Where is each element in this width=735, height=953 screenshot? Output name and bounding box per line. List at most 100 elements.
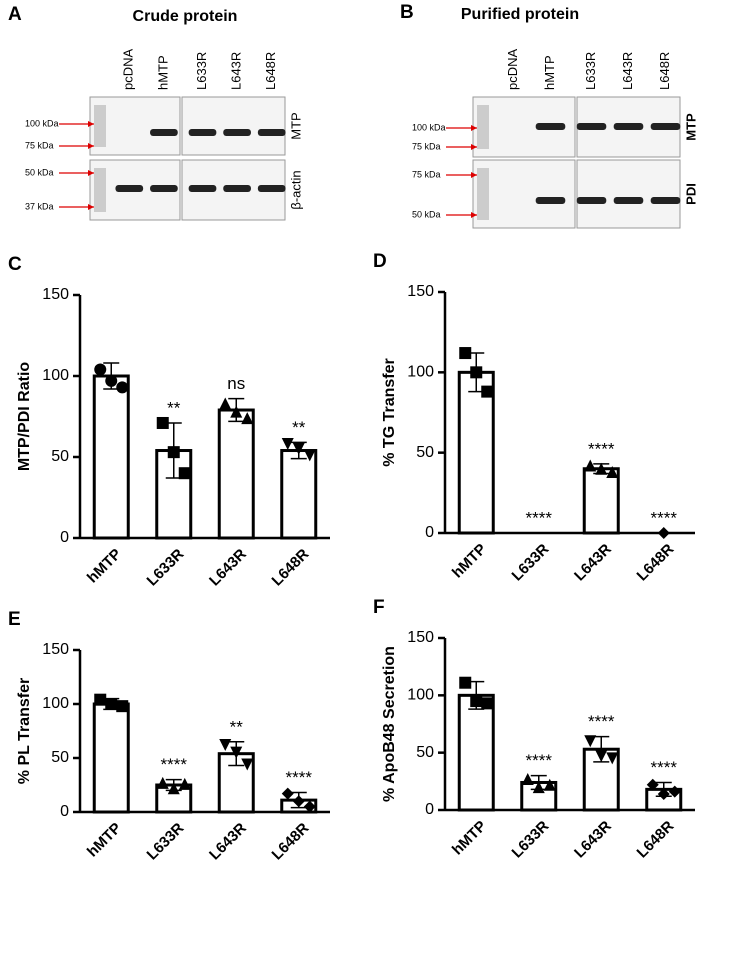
significance: ns	[227, 374, 245, 393]
x-tick-label: hMTP	[84, 546, 125, 587]
band	[650, 197, 681, 204]
data-point	[470, 695, 483, 708]
panel-letter: D	[373, 251, 387, 272]
data-point	[595, 750, 608, 763]
data-point	[292, 795, 305, 808]
lane-label: pcDNA	[505, 48, 520, 90]
data-point	[470, 366, 483, 379]
kda-arrowhead	[88, 121, 94, 127]
data-point	[657, 527, 670, 539]
kda-arrowhead	[88, 170, 94, 176]
data-point	[584, 735, 597, 748]
data-point	[303, 800, 316, 813]
x-tick-label: L648R	[269, 820, 313, 864]
data-point	[116, 700, 129, 713]
y-tick-label: 0	[425, 801, 434, 818]
y-tick-label: 50	[51, 448, 69, 465]
data-point	[281, 438, 294, 451]
y-tick-label: 150	[42, 286, 69, 303]
significance: ****	[526, 751, 553, 770]
bar	[217, 408, 255, 540]
data-point	[657, 787, 670, 800]
data-point	[459, 347, 472, 360]
data-point	[584, 459, 597, 472]
data-point	[167, 782, 180, 795]
ladder	[477, 168, 489, 220]
band	[150, 185, 178, 192]
lane-label: L633R	[194, 52, 209, 90]
band	[257, 129, 286, 136]
y-tick-label: 150	[407, 283, 434, 300]
data-point	[646, 778, 659, 791]
panel-letter: A	[8, 4, 22, 25]
panel-letter: B	[400, 2, 414, 23]
row-label: MTP	[288, 112, 303, 139]
y-tick-label: 150	[42, 641, 69, 658]
y-axis-label: % ApoB48 Secretion	[381, 646, 398, 802]
significance: ****	[526, 508, 553, 527]
data-point	[156, 416, 169, 429]
blot-membrane	[472, 159, 576, 229]
kda-arrowhead	[471, 172, 477, 178]
y-axis-label: % PL Transfer	[16, 678, 33, 784]
data-point	[105, 698, 118, 710]
data-point	[105, 374, 118, 387]
data-point	[167, 446, 180, 459]
x-tick-label: L633R	[509, 541, 553, 585]
lane-label: L643R	[229, 52, 244, 90]
data-point	[230, 746, 243, 759]
lane-label: hMTP	[542, 55, 557, 90]
x-tick-label: L633R	[509, 818, 553, 862]
y-tick-label: 50	[416, 444, 434, 461]
significance: **	[230, 717, 244, 736]
data-point	[94, 363, 107, 376]
band	[576, 123, 607, 130]
data-point	[241, 758, 254, 771]
bar	[92, 374, 130, 540]
kda-label: 100 kDa	[412, 122, 446, 132]
row-label: MTP	[683, 113, 698, 141]
kda-label: 75 kDa	[25, 140, 54, 150]
lane-label: L643R	[620, 52, 635, 90]
lane-label: pcDNA	[121, 48, 136, 90]
lane-label: L648R	[263, 52, 278, 90]
y-tick-label: 0	[425, 524, 434, 541]
y-tick-label: 0	[60, 803, 69, 820]
significance: ****	[588, 712, 615, 731]
x-tick-label: L648R	[634, 541, 678, 585]
x-tick-label: hMTP	[449, 541, 490, 582]
band	[188, 129, 217, 136]
y-tick-label: 50	[51, 749, 69, 766]
x-tick-label: L633R	[144, 820, 188, 864]
data-point	[219, 397, 232, 410]
panel-letter: F	[373, 597, 385, 618]
lane-label: hMTP	[155, 55, 170, 90]
band	[613, 123, 644, 130]
band	[576, 197, 607, 204]
band	[535, 197, 566, 204]
data-point	[668, 785, 681, 798]
x-tick-label: L643R	[571, 541, 615, 585]
x-tick-label: L643R	[206, 820, 250, 864]
kda-arrowhead	[88, 204, 94, 210]
data-point	[178, 467, 191, 480]
ladder	[94, 105, 106, 147]
data-point	[543, 778, 556, 791]
significance: ****	[588, 439, 615, 458]
kda-label: 50 kDa	[25, 167, 54, 177]
bar	[92, 702, 130, 814]
kda-arrowhead	[88, 143, 94, 149]
blot-membrane	[181, 96, 286, 156]
bar	[457, 693, 495, 812]
y-axis-label: MTP/PDI Ratio	[16, 362, 33, 472]
y-tick-label: 0	[60, 529, 69, 546]
x-tick-label: hMTP	[84, 820, 125, 861]
data-point	[606, 752, 619, 765]
row-label: β-actin	[288, 170, 303, 209]
y-tick-label: 50	[416, 744, 434, 761]
significance: **	[167, 398, 181, 417]
band	[223, 129, 251, 136]
band	[223, 185, 251, 192]
data-point	[94, 693, 107, 706]
